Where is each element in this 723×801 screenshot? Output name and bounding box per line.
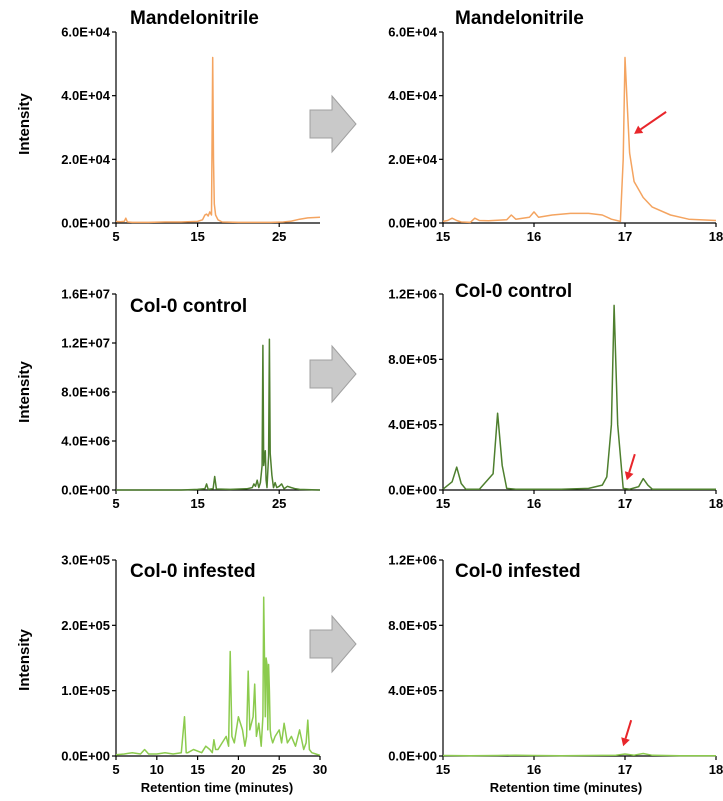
red-arrow-icon (634, 111, 667, 134)
x-tick-label: 15 (436, 496, 450, 511)
y-tick-label: 1.6E+07 (61, 287, 110, 302)
x-tick-label: 15 (436, 229, 450, 244)
y-tick-label: 6.0E+04 (388, 25, 438, 40)
series-line (115, 56, 321, 224)
panel-title: Mandelonitrile (455, 8, 584, 29)
series-line (115, 596, 321, 757)
red-arrow-head (621, 737, 630, 747)
series-line (442, 56, 717, 224)
y-tick-label: 4.0E+04 (388, 88, 438, 103)
series-line (116, 338, 321, 491)
x-tick-label: 16 (527, 229, 541, 244)
y-axis-label-row-2: Intensity (16, 361, 33, 423)
red-arrow-shaft (640, 111, 667, 131)
x-tick-label: 5 (112, 762, 119, 777)
y-tick-label: 4.0E+06 (61, 434, 110, 449)
panel-title: Col-0 control (455, 281, 572, 302)
y-tick-label: 1.2E+06 (388, 553, 437, 568)
x-tick-label: 15 (190, 229, 204, 244)
x-tick-label: 16 (527, 496, 541, 511)
y-axis-label-row-3: Intensity (16, 629, 33, 691)
y-tick-label: 8.0E+05 (388, 352, 437, 367)
x-tick-label: 18 (709, 496, 723, 511)
zoom-arrow-icon-row-1 (309, 94, 357, 154)
red-arrow-shaft (628, 453, 636, 473)
chart-panel-1: 0.0E+00 2.0E+04 4.0E+04 6.0E+04 5 15 25 Mandelo… (61, 8, 321, 244)
y-tick-label: 1.2E+07 (61, 336, 110, 351)
y-tick-label: 0.0E+00 (61, 216, 110, 231)
y-tick-label: 3.0E+05 (61, 553, 110, 568)
x-axis-label-right: Retention time (minutes) (490, 780, 642, 795)
y-tick-label: 0.0E+00 (61, 483, 110, 498)
y-tick-label: 0.0E+00 (388, 216, 437, 231)
x-tick-label: 18 (709, 229, 723, 244)
red-arrow-head (624, 471, 634, 481)
y-tick-label: 1.2E+06 (388, 287, 437, 302)
y-axis-label-row-1: Intensity (16, 93, 33, 155)
panel-title: Col-0 control (130, 296, 247, 317)
x-tick-label: 5 (112, 229, 119, 244)
x-tick-label: 30 (313, 762, 327, 777)
x-tick-label: 16 (527, 762, 541, 777)
y-tick-label: 1.0E+05 (61, 683, 110, 698)
y-tick-label: 2.0E+04 (61, 152, 111, 167)
x-tick-label: 5 (112, 496, 119, 511)
chart-panels: 0.0E+00 2.0E+04 4.0E+04 6.0E+04 5 15 25 Mandelo… (61, 8, 723, 777)
chart-panel-4: 0.0E+00 4.0E+05 8.0E+05 1.2E+06 15 16 17 18 Col-… (388, 281, 723, 511)
x-tick-label: 10 (150, 762, 164, 777)
y-tick-label: 4.0E+05 (388, 417, 437, 432)
y-tick-label: 6.0E+04 (61, 25, 111, 40)
chart-panel-6: 0.0E+00 4.0E+05 8.0E+05 1.2E+06 15 16 17 18 Col-… (388, 553, 723, 778)
y-tick-label: 0.0E+00 (388, 749, 437, 764)
red-arrow-icon (621, 719, 633, 747)
series-line (442, 304, 716, 490)
x-tick-label: 15 (190, 496, 204, 511)
y-tick-label: 4.0E+04 (61, 88, 111, 103)
x-tick-label: 25 (272, 496, 286, 511)
zoom-arrow-icon-row-3 (309, 614, 357, 674)
red-arrow-icon (624, 453, 636, 481)
y-tick-label: 0.0E+00 (388, 483, 437, 498)
x-tick-label: 18 (709, 762, 723, 777)
y-tick-label: 8.0E+06 (61, 385, 110, 400)
chart-panel-2: 0.0E+00 2.0E+04 4.0E+04 6.0E+04 15 16 17 18 Mand… (388, 8, 723, 244)
red-arrow-shaft (624, 719, 633, 739)
panel-title: Col-0 infested (455, 561, 581, 582)
series-line (442, 752, 716, 757)
panel-title: Col-0 infested (130, 561, 256, 582)
x-tick-label: 17 (618, 762, 632, 777)
chart-panel-5: 0.0E+00 1.0E+05 2.0E+05 3.0E+05 5 10 15 20 25 30 C… (61, 553, 327, 778)
x-tick-label: 17 (618, 496, 632, 511)
y-tick-label: 4.0E+05 (388, 683, 437, 698)
y-tick-label: 8.0E+05 (388, 618, 437, 633)
x-tick-label: 17 (618, 229, 632, 244)
red-arrow-head (634, 125, 644, 134)
x-tick-label: 15 (436, 762, 450, 777)
x-axis-label-left: Retention time (minutes) (141, 780, 293, 795)
zoom-arrow-icon-row-2 (309, 344, 357, 404)
y-tick-label: 2.0E+04 (388, 152, 438, 167)
chart-panel-3: 0.0E+00 4.0E+06 8.0E+06 1.2E+07 1.6E+07 5 15 25… (61, 287, 321, 511)
y-tick-label: 2.0E+05 (61, 618, 110, 633)
x-tick-label: 25 (272, 229, 286, 244)
x-tick-label: 15 (190, 762, 204, 777)
y-tick-label: 0.0E+00 (61, 749, 110, 764)
x-tick-label: 20 (231, 762, 245, 777)
panel-title: Mandelonitrile (130, 8, 259, 29)
x-tick-label: 25 (272, 762, 286, 777)
